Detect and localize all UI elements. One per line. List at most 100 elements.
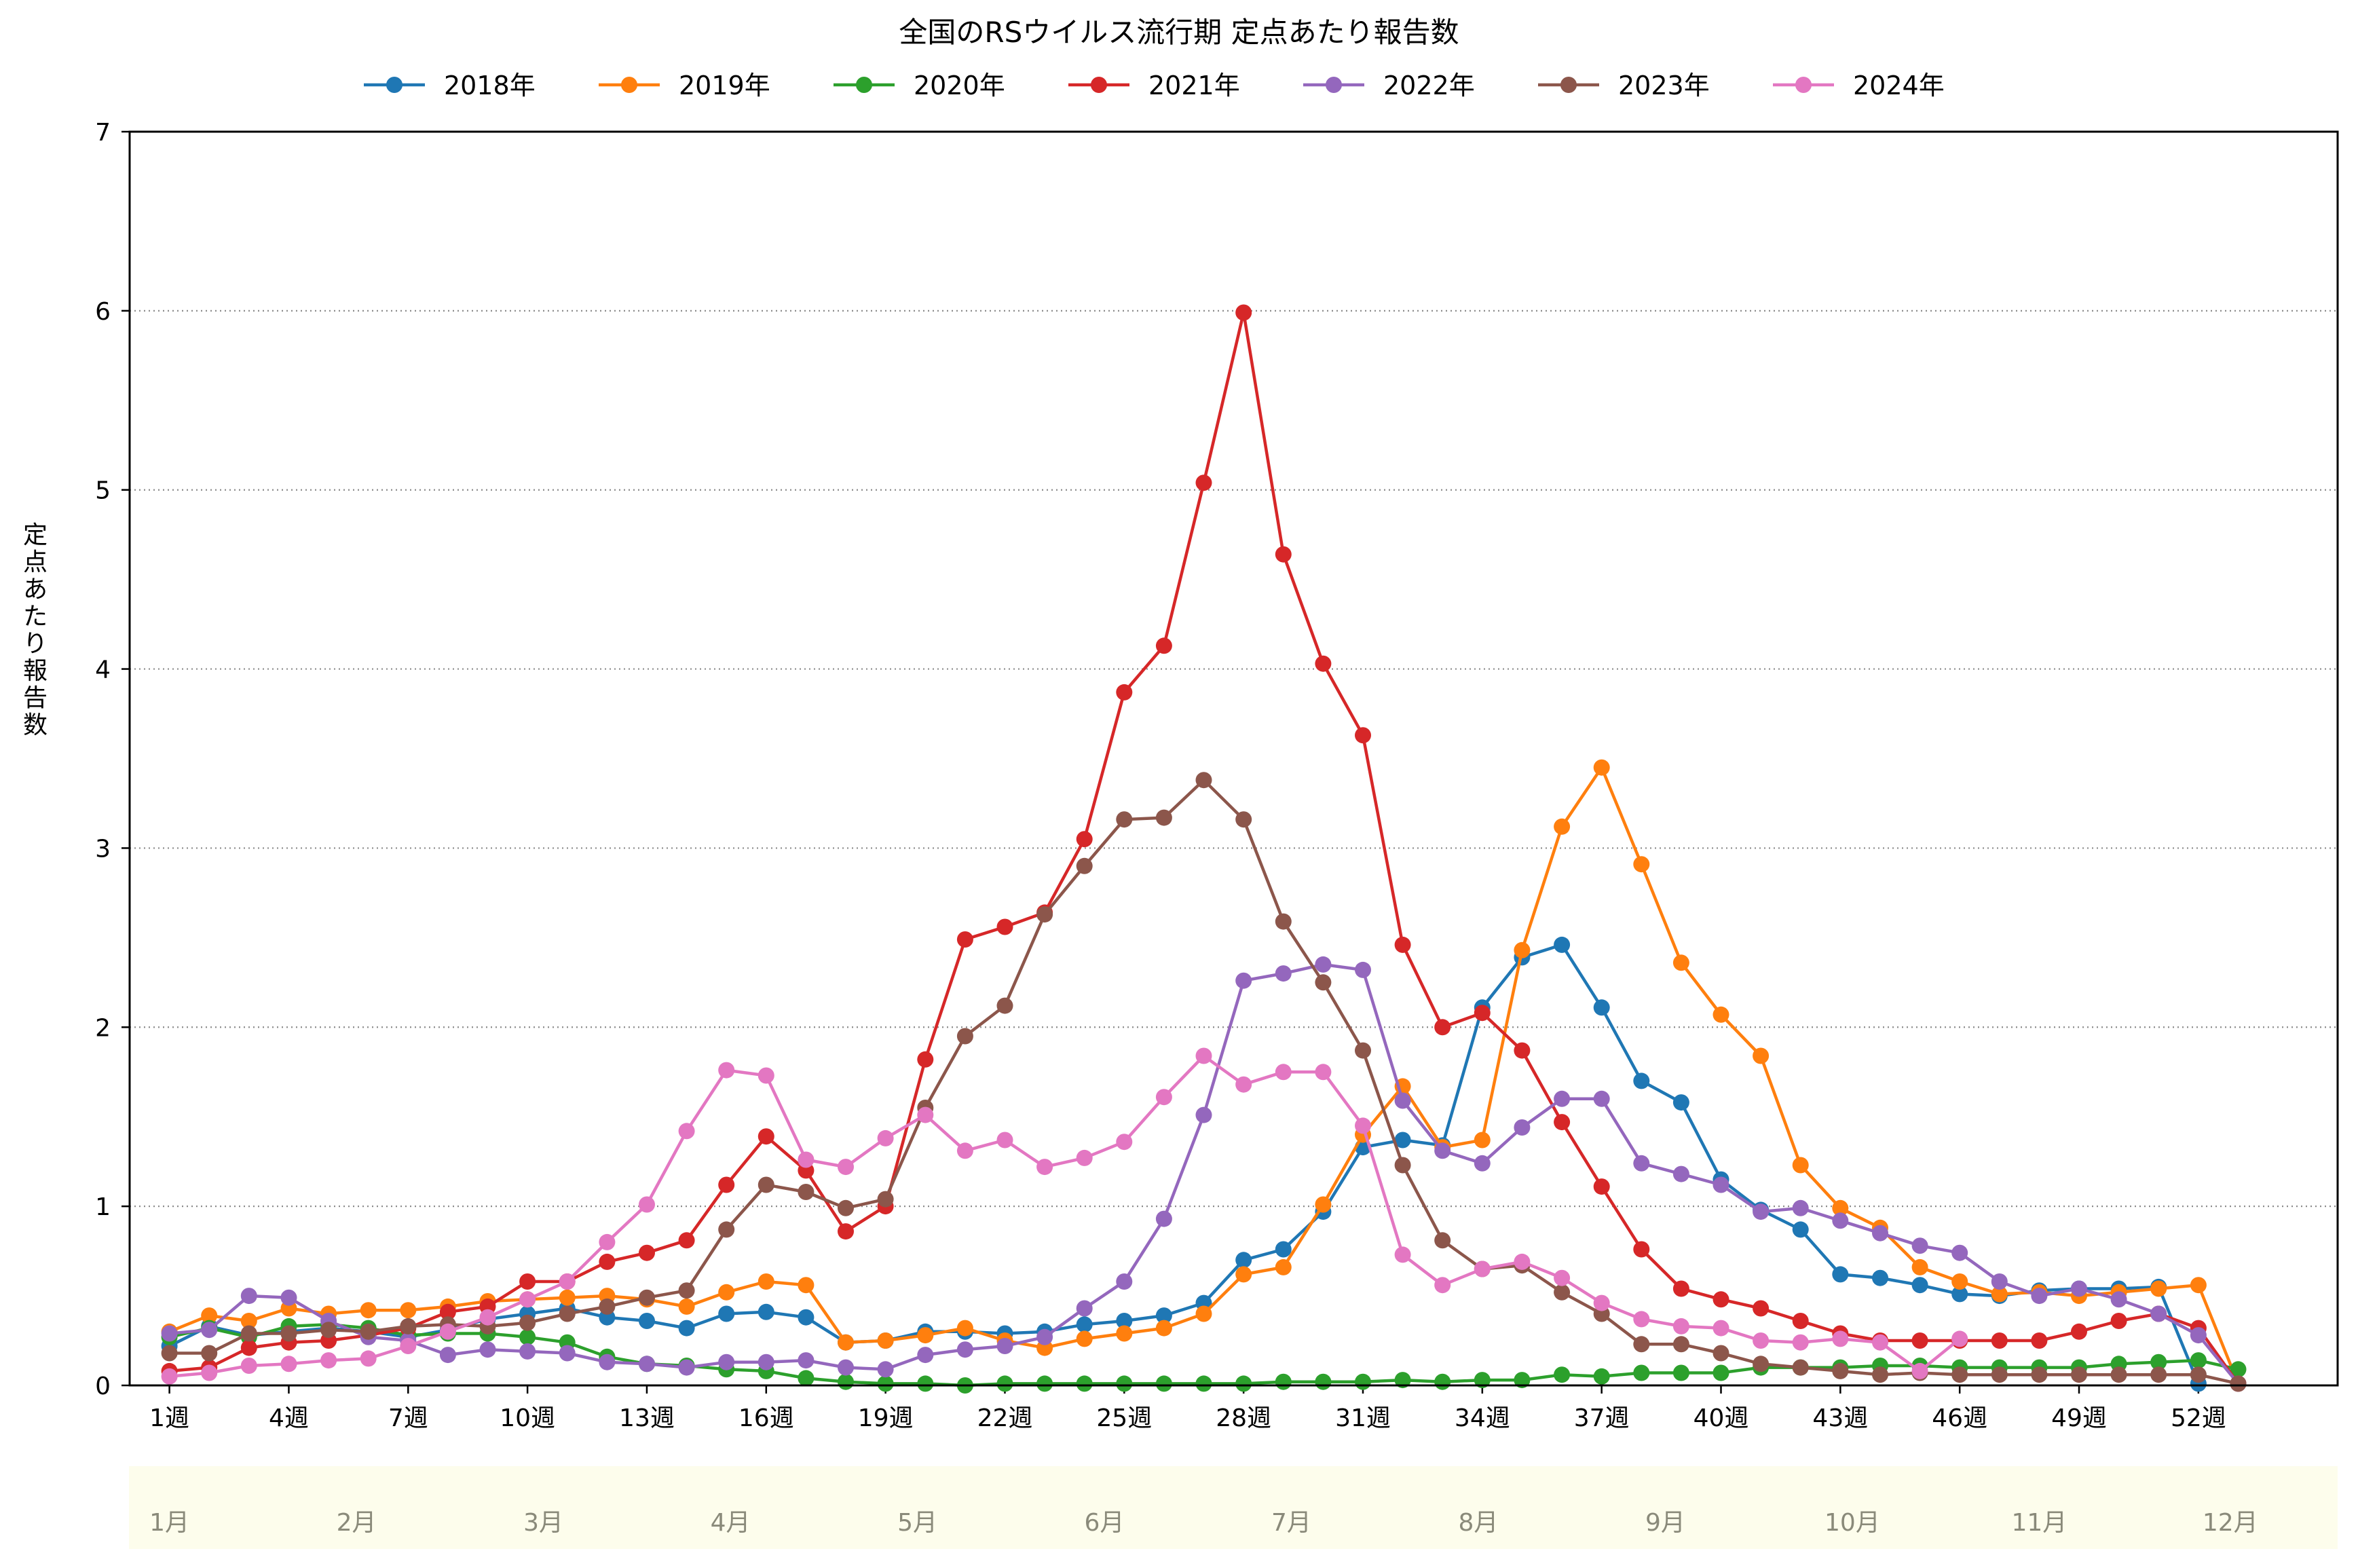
data-point xyxy=(1832,1212,1849,1229)
legend-label: 2023年 xyxy=(1618,71,1710,100)
data-point xyxy=(798,1277,815,1294)
data-point xyxy=(1713,1345,1729,1362)
data-point xyxy=(1593,759,1610,776)
data-point xyxy=(2071,1366,2087,1383)
data-point xyxy=(1155,1210,1172,1227)
legend-label: 2020年 xyxy=(914,71,1005,100)
data-point xyxy=(1792,1359,1809,1376)
data-point xyxy=(956,1028,973,1045)
data-point xyxy=(917,1375,934,1392)
data-point xyxy=(1275,1258,1292,1275)
data-point xyxy=(996,918,1013,935)
data-point xyxy=(1116,684,1133,701)
data-point xyxy=(2031,1366,2048,1383)
data-point xyxy=(1474,1005,1491,1022)
x-tick-label: 52週 xyxy=(2171,1404,2226,1432)
data-point xyxy=(1355,727,1371,744)
data-point xyxy=(1315,655,1332,672)
month-band xyxy=(129,1466,2338,1549)
data-point xyxy=(1951,1366,1968,1383)
data-point xyxy=(1713,1176,1729,1193)
data-point xyxy=(1275,1064,1292,1081)
x-tick-label: 37週 xyxy=(1574,1404,1630,1432)
data-point xyxy=(639,1289,655,1306)
data-point xyxy=(201,1364,218,1381)
series-layer xyxy=(161,304,2247,1394)
data-point xyxy=(1036,1328,1053,1345)
data-point xyxy=(1235,1252,1252,1269)
x-tick-label: 34週 xyxy=(1455,1404,1510,1432)
plot-frame xyxy=(128,130,2339,1387)
data-point xyxy=(1155,1089,1172,1106)
legend-label: 2022年 xyxy=(1383,71,1475,100)
data-point xyxy=(718,1354,735,1370)
month-label: 1月 xyxy=(149,1509,189,1537)
data-point xyxy=(639,1356,655,1373)
data-point xyxy=(1593,1178,1610,1195)
legend-marker xyxy=(1091,77,1107,93)
data-point xyxy=(1355,961,1371,978)
data-point xyxy=(1672,1094,1689,1111)
data-point xyxy=(599,1298,616,1315)
data-point xyxy=(838,1223,854,1240)
y-tick-label: 5 xyxy=(95,477,111,505)
data-point xyxy=(1554,1090,1571,1107)
data-point xyxy=(1235,972,1252,989)
data-point xyxy=(639,1196,655,1213)
data-point xyxy=(917,1051,934,1068)
data-point xyxy=(1275,546,1292,563)
data-point xyxy=(1355,1042,1371,1059)
data-point xyxy=(1753,1356,1770,1373)
y-tick-label: 7 xyxy=(95,119,111,147)
data-point xyxy=(1872,1366,1888,1383)
y-tick-label: 3 xyxy=(95,835,111,863)
data-point xyxy=(718,1305,735,1322)
data-point xyxy=(1832,1362,1849,1379)
month-label: 3月 xyxy=(523,1509,563,1537)
data-point xyxy=(1116,1375,1133,1392)
data-point xyxy=(1633,1336,1650,1353)
data-point xyxy=(1235,1375,1252,1392)
data-point xyxy=(320,1322,337,1339)
data-point xyxy=(838,1199,854,1216)
data-point xyxy=(439,1303,456,1320)
data-point xyxy=(2190,1327,2207,1344)
data-point xyxy=(1235,1076,1252,1093)
x-tick-label: 22週 xyxy=(977,1404,1033,1432)
data-point xyxy=(280,1356,297,1373)
data-point xyxy=(1195,1375,1212,1392)
data-point xyxy=(877,1332,894,1349)
data-point xyxy=(996,1338,1013,1354)
data-point xyxy=(1394,1092,1411,1109)
data-point xyxy=(1434,1019,1451,1036)
data-point xyxy=(400,1302,417,1319)
data-point xyxy=(1633,1072,1650,1089)
data-point xyxy=(1155,1307,1172,1324)
data-point xyxy=(240,1313,257,1329)
data-point xyxy=(757,1176,774,1193)
data-point xyxy=(1792,1221,1809,1238)
data-point xyxy=(2071,1280,2087,1297)
data-point xyxy=(1713,1291,1729,1308)
data-point xyxy=(1076,857,1093,874)
legend-item: 2021年 xyxy=(1068,71,1240,100)
data-point xyxy=(718,1062,735,1079)
data-point xyxy=(519,1291,536,1308)
data-point xyxy=(1514,1042,1531,1059)
data-point xyxy=(1951,1244,1968,1261)
data-point xyxy=(1633,1364,1650,1381)
data-point xyxy=(996,997,1013,1014)
data-point xyxy=(1872,1334,1888,1351)
data-point xyxy=(1076,1316,1093,1333)
data-point xyxy=(280,1289,297,1306)
data-point xyxy=(479,1309,496,1326)
data-point xyxy=(1076,1149,1093,1166)
data-point xyxy=(1554,1366,1571,1383)
data-point xyxy=(1155,1375,1172,1392)
data-point xyxy=(1951,1330,1968,1347)
data-point xyxy=(2031,1332,2048,1349)
data-point xyxy=(1792,1199,1809,1216)
data-point xyxy=(1792,1313,1809,1329)
